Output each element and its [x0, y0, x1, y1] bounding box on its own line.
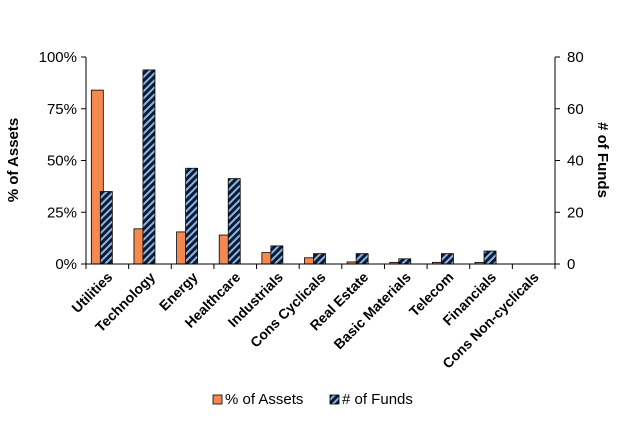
plot-area: [90, 69, 497, 265]
x-tick-label: Cons Cyclicals: [247, 269, 329, 351]
y-left-tick-label: 100%: [39, 49, 77, 66]
y-right-tick-label: 20: [567, 204, 584, 221]
bar-funds-8: [441, 253, 454, 265]
axis-labels: % of Assets # of Funds: [5, 118, 611, 202]
y-right-tick-label: 60: [567, 101, 584, 118]
x-tick-label: Basic Materials: [330, 269, 414, 353]
bar-funds-1: [142, 69, 156, 265]
y-right-tick-label: 40: [567, 153, 584, 170]
y-right-tick-label: 0: [567, 256, 575, 273]
legend-swatch-assets: [212, 394, 223, 405]
legend: % of Assets # of Funds: [212, 391, 413, 408]
y-left-tick-label: 0%: [55, 256, 77, 273]
bar-funds-0: [99, 191, 113, 265]
bar-funds-6: [355, 253, 369, 265]
y-left-tick-label: 50%: [47, 153, 77, 170]
legend-swatch-funds: [329, 394, 340, 405]
bar-funds-2: [185, 167, 198, 265]
legend-label-assets: % of Assets: [225, 391, 303, 408]
bar-funds-3: [227, 178, 241, 265]
y-left-tick-label: 25%: [47, 204, 77, 221]
bar-funds-9: [483, 250, 497, 265]
bar-funds-7: [398, 258, 412, 265]
axes: UtilitiesTechnologyEnergyHealthcareIndus…: [39, 49, 584, 371]
y-axis-right-title: # of Funds: [594, 122, 611, 198]
bar-funds-4: [270, 245, 284, 265]
legend-label-funds: # of Funds: [342, 391, 413, 408]
y-right-tick-label: 80: [567, 49, 584, 66]
y-axis-left-title: % of Assets: [5, 118, 22, 202]
y-left-tick-label: 75%: [47, 101, 77, 118]
bar-funds-5: [313, 253, 326, 265]
